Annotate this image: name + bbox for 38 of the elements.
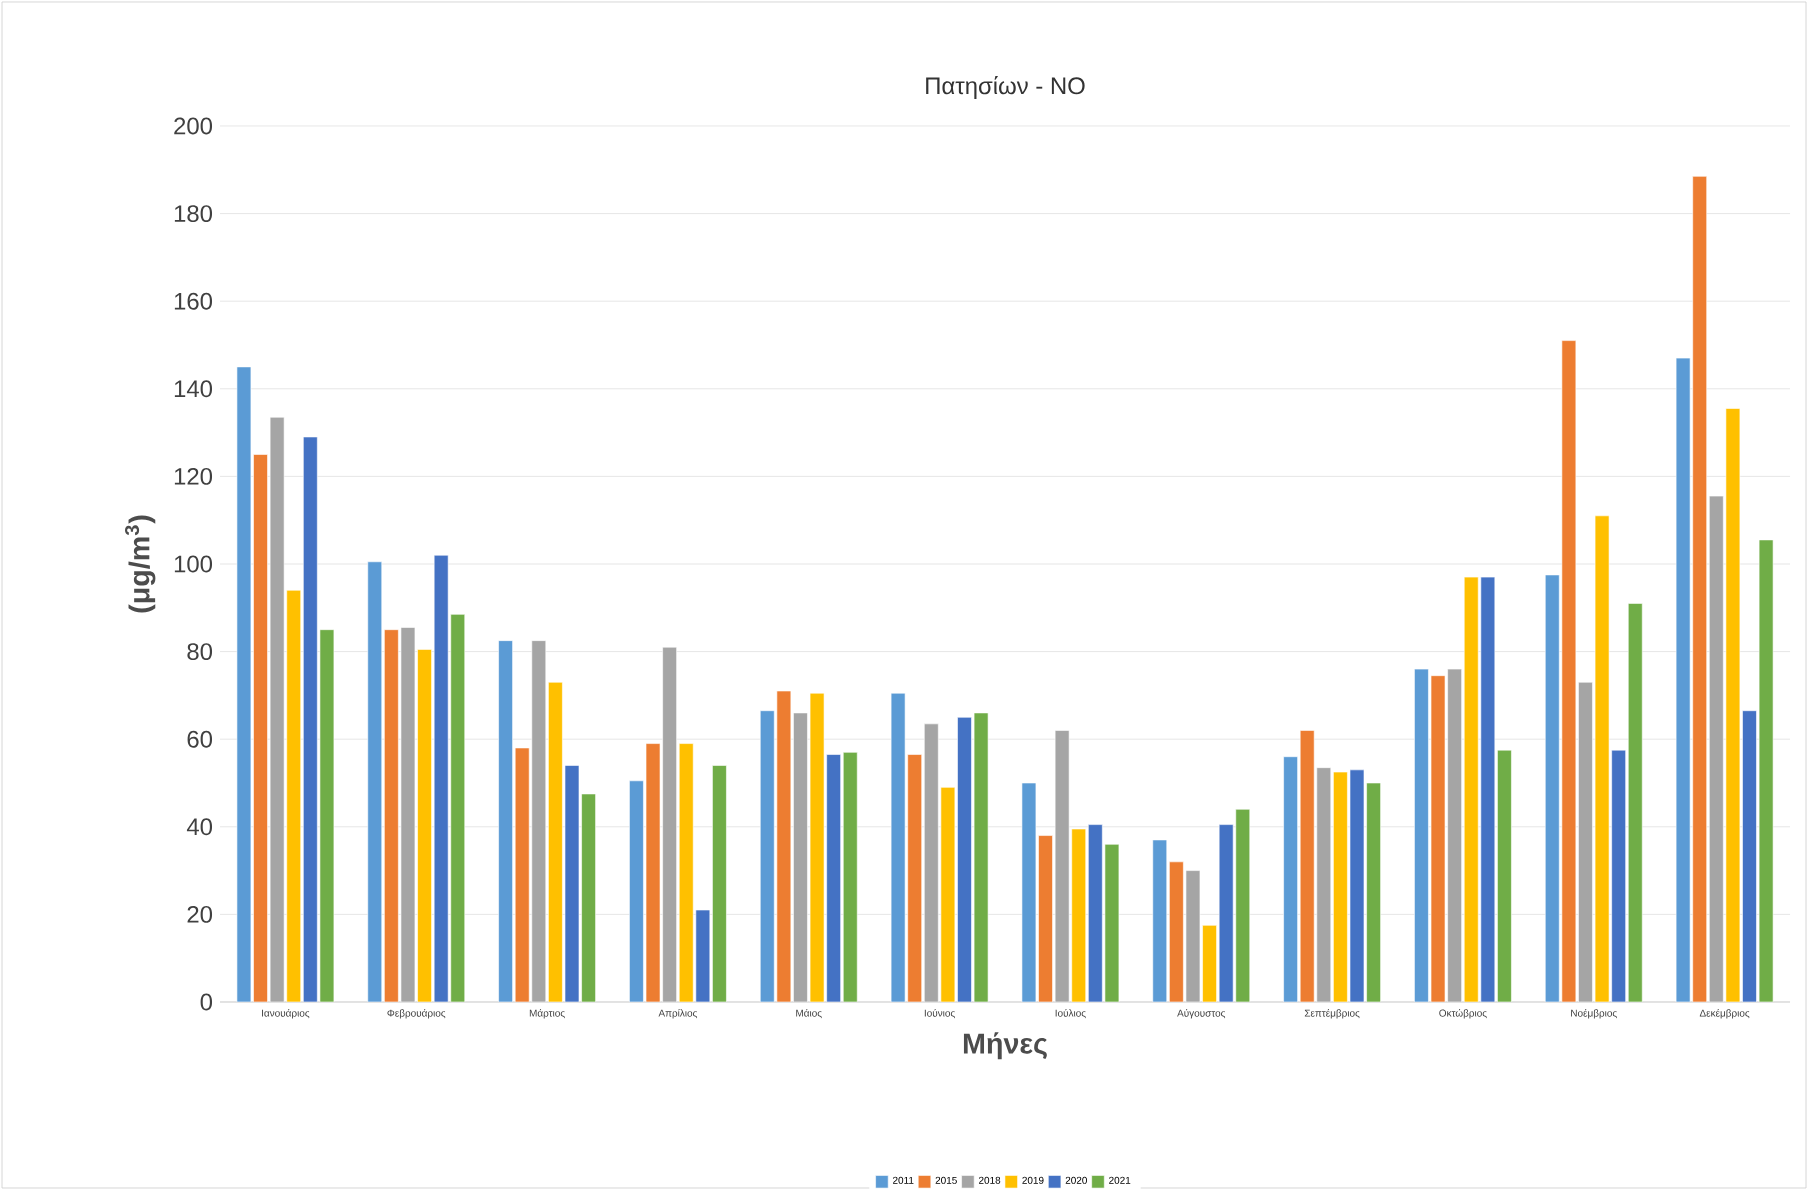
- bar: [793, 712, 808, 1002]
- chart-title: Πατησίων - NO: [926, 75, 1085, 99]
- y-tick-label: 80: [187, 642, 213, 660]
- bar: [531, 640, 547, 1002]
- bar: [498, 640, 513, 1002]
- bar: [1202, 924, 1217, 1002]
- bar: [1463, 576, 1479, 1002]
- bar: [1447, 668, 1462, 1002]
- bar: [1152, 839, 1168, 1002]
- bar: [1333, 771, 1348, 1002]
- y-axis-title: (μg/m$^{3}$): [124, 515, 156, 613]
- y-tick-label: 160: [174, 292, 213, 310]
- y-tick-label: 140: [174, 379, 213, 397]
- bar: [548, 681, 563, 1002]
- bar: [367, 561, 383, 1002]
- bar: [1316, 767, 1332, 1002]
- x-axis-title: Μήνες: [963, 1031, 1047, 1060]
- bar: [629, 780, 644, 1002]
- y-tick-label: 60: [187, 730, 213, 748]
- bar: [662, 646, 677, 1002]
- bar: [759, 710, 775, 1002]
- bar: [286, 589, 302, 1002]
- bar: [1414, 668, 1429, 1002]
- bar: [1544, 574, 1560, 1002]
- y-tick-label: 100: [174, 555, 213, 573]
- bar: [417, 648, 432, 1002]
- y-tick-label: 180: [174, 204, 213, 222]
- y-tick-label: 120: [174, 467, 213, 485]
- y-tick-label: 0: [200, 993, 213, 1011]
- bar: [678, 742, 694, 1002]
- y-tick-label: 200: [174, 117, 213, 135]
- y-tick-label: 20: [187, 905, 213, 923]
- bar: [1071, 828, 1087, 1002]
- bar: [924, 723, 939, 1002]
- bar: [1578, 681, 1593, 1002]
- bar: [1283, 756, 1298, 1002]
- bar: [1709, 495, 1724, 1002]
- y-tick-label: 40: [186, 817, 213, 835]
